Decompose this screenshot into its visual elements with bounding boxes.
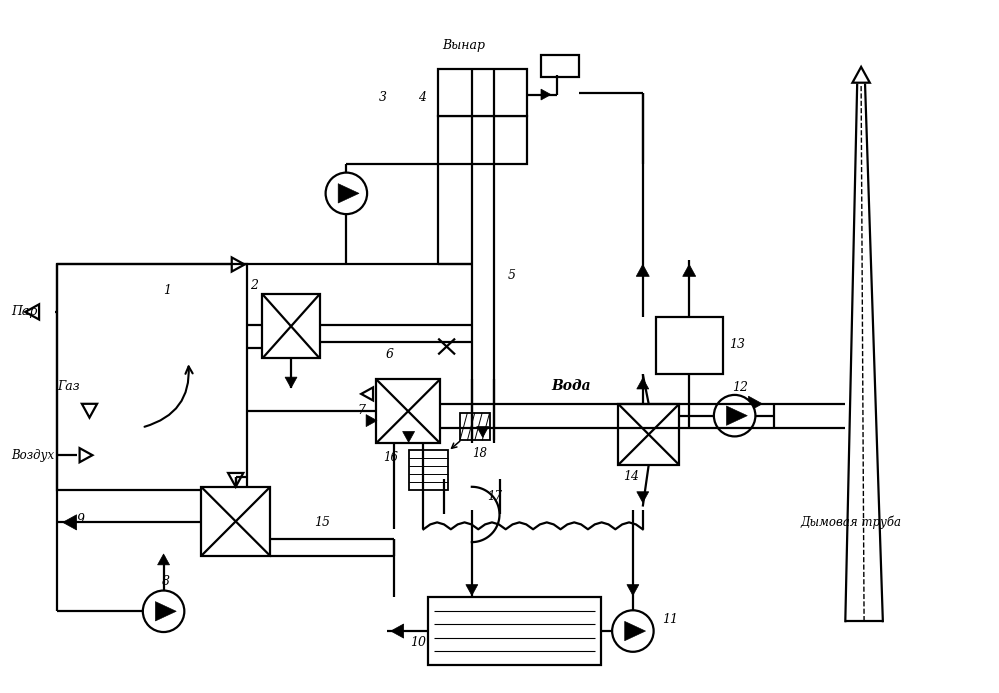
Text: Пар: Пар — [11, 306, 38, 318]
Text: 8: 8 — [162, 575, 170, 588]
Text: 13: 13 — [728, 338, 744, 351]
Text: 2: 2 — [251, 279, 259, 292]
Bar — [263, 294, 320, 358]
Polygon shape — [391, 624, 404, 638]
Polygon shape — [63, 515, 77, 530]
Polygon shape — [158, 554, 170, 565]
Text: 15: 15 — [314, 516, 330, 529]
Polygon shape — [748, 396, 762, 412]
Text: 14: 14 — [623, 471, 639, 484]
Polygon shape — [726, 406, 747, 426]
Text: Вода: Вода — [550, 379, 590, 393]
Polygon shape — [82, 404, 97, 418]
Polygon shape — [852, 67, 870, 82]
Bar — [376, 379, 441, 444]
Text: 11: 11 — [662, 613, 678, 626]
Bar — [201, 486, 271, 556]
Text: 6: 6 — [386, 348, 394, 361]
Text: 1: 1 — [164, 283, 172, 297]
Polygon shape — [362, 387, 373, 401]
Bar — [618, 404, 679, 465]
Bar — [57, 265, 247, 490]
Polygon shape — [232, 257, 245, 272]
Polygon shape — [25, 304, 39, 319]
Text: 18: 18 — [472, 447, 487, 459]
Polygon shape — [682, 265, 695, 277]
Text: 12: 12 — [731, 382, 747, 394]
Text: 3: 3 — [379, 91, 387, 104]
Polygon shape — [156, 602, 176, 621]
Text: 16: 16 — [383, 450, 398, 464]
Text: 4: 4 — [419, 91, 427, 104]
Polygon shape — [285, 377, 297, 388]
Bar — [439, 116, 527, 164]
Circle shape — [612, 611, 653, 652]
Polygon shape — [627, 585, 638, 595]
Bar — [655, 317, 723, 374]
Polygon shape — [636, 265, 649, 277]
Circle shape — [714, 395, 755, 437]
Text: Воздух: Воздух — [11, 448, 55, 462]
Polygon shape — [624, 622, 645, 641]
Polygon shape — [228, 473, 244, 486]
Text: 9: 9 — [77, 513, 85, 526]
Polygon shape — [477, 426, 489, 437]
Polygon shape — [541, 89, 550, 100]
Text: Дымовая труба: Дымовая труба — [801, 516, 902, 529]
Text: 7: 7 — [358, 404, 366, 417]
Polygon shape — [403, 432, 415, 442]
Circle shape — [326, 173, 367, 214]
Bar — [439, 69, 527, 116]
Bar — [460, 413, 490, 440]
Text: Вынар: Вынар — [443, 39, 486, 52]
Text: 17: 17 — [488, 490, 502, 503]
Polygon shape — [636, 378, 648, 389]
Polygon shape — [338, 184, 359, 203]
Bar — [541, 55, 578, 77]
Polygon shape — [466, 585, 478, 595]
Circle shape — [143, 590, 185, 632]
Polygon shape — [366, 414, 377, 427]
Polygon shape — [636, 492, 648, 502]
Bar — [409, 450, 449, 490]
Text: 10: 10 — [411, 636, 427, 649]
Text: Газ: Газ — [57, 380, 80, 392]
Bar — [429, 597, 601, 665]
Polygon shape — [80, 448, 93, 462]
Text: 5: 5 — [507, 269, 515, 282]
